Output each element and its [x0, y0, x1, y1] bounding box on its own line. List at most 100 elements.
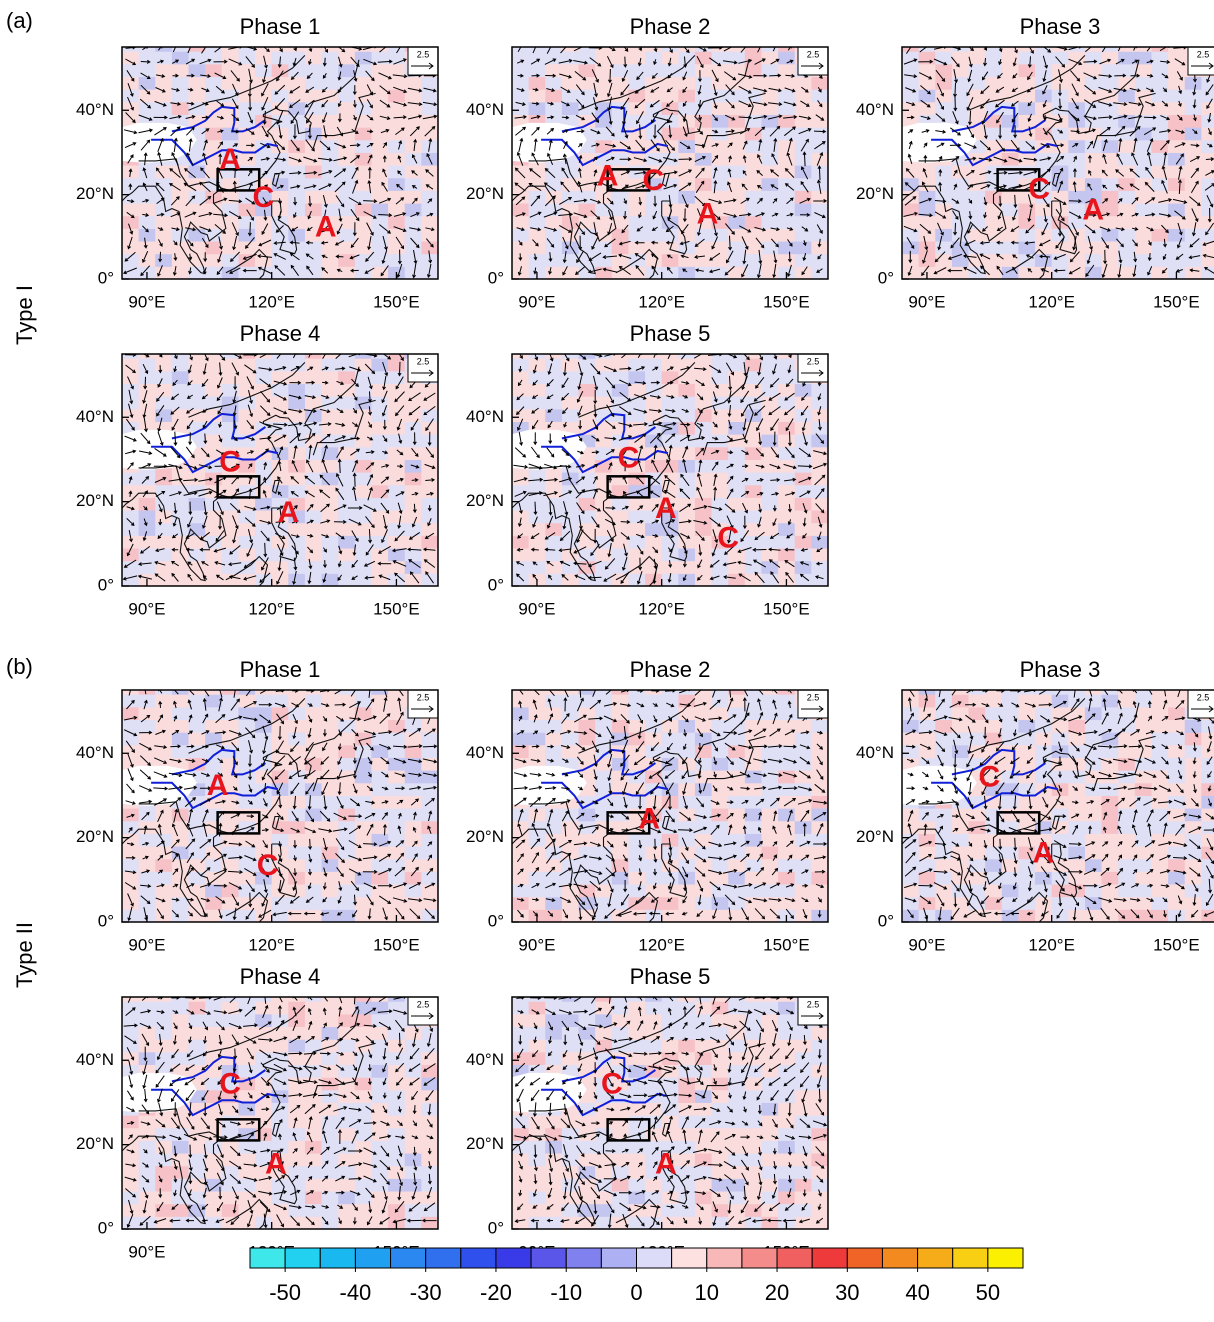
- anomaly-shading: [761, 77, 778, 90]
- anomaly-shading: [322, 51, 339, 64]
- anomaly-shading: [662, 682, 679, 695]
- anomaly-shading: [728, 682, 745, 695]
- anomaly-shading: [1151, 102, 1168, 115]
- anomaly-shading: [222, 114, 239, 127]
- anomaly-shading: [712, 732, 729, 745]
- anomaly-shading: [811, 561, 828, 574]
- anomaly-shading: [172, 573, 189, 586]
- anomaly-shading: [778, 795, 795, 808]
- anomaly-shading: [612, 871, 629, 884]
- anomaly-shading: [272, 39, 289, 52]
- anomaly-shading: [662, 384, 679, 397]
- anomaly-shading: [238, 165, 255, 178]
- pattern-marker: C: [717, 522, 739, 555]
- anomaly-shading: [512, 77, 529, 90]
- anomaly-shading: [1168, 178, 1185, 191]
- anomaly-shading: [1085, 165, 1102, 178]
- anomaly-shading: [795, 859, 812, 872]
- anomaly-shading: [935, 39, 952, 52]
- anomaly-shading: [122, 346, 139, 359]
- anomaly-shading: [1002, 77, 1019, 90]
- anomaly-shading: [512, 561, 529, 574]
- anomaly-shading: [512, 384, 529, 397]
- anomaly-shading: [371, 254, 388, 267]
- anomaly-shading: [612, 561, 629, 574]
- anomaly-shading: [155, 254, 172, 267]
- anomaly-shading: [761, 732, 778, 745]
- anomaly-shading: [985, 64, 1002, 77]
- anomaly-shading: [645, 346, 662, 359]
- anomaly-shading: [222, 561, 239, 574]
- anomaly-shading: [322, 485, 339, 498]
- anomaly-shading: [778, 152, 795, 165]
- anomaly-shading: [305, 909, 322, 922]
- anomaly-shading: [529, 254, 546, 267]
- anomaly-shading: [189, 254, 206, 267]
- anomaly-shading: [745, 871, 762, 884]
- anomaly-shading: [662, 859, 679, 872]
- reference-vector-label: 2.5: [1197, 49, 1210, 59]
- anomaly-shading: [761, 409, 778, 422]
- anomaly-shading: [288, 127, 305, 140]
- anomaly-shading: [322, 371, 339, 384]
- anomaly-shading: [545, 409, 562, 422]
- anomaly-shading: [728, 152, 745, 165]
- anomaly-shading: [529, 485, 546, 498]
- anomaly-shading: [322, 535, 339, 548]
- anomaly-shading: [1052, 254, 1069, 267]
- anomaly-shading: [645, 859, 662, 872]
- anomaly-shading: [139, 178, 156, 191]
- anomaly-shading: [255, 808, 272, 821]
- anomaly-shading: [172, 64, 189, 77]
- anomaly-shading: [645, 846, 662, 859]
- anomaly-shading: [1151, 216, 1168, 229]
- anomaly-shading: [238, 152, 255, 165]
- anomaly-shading: [778, 371, 795, 384]
- anomaly-shading: [1168, 89, 1185, 102]
- anomaly-shading: [122, 859, 139, 872]
- anomaly-shading: [371, 535, 388, 548]
- anomaly-shading: [935, 178, 952, 191]
- anomaly-shading: [728, 114, 745, 127]
- anomaly-shading: [288, 447, 305, 460]
- anomaly-shading: [811, 535, 828, 548]
- anomaly-shading: [205, 346, 222, 359]
- anomaly-shading: [371, 358, 388, 371]
- anomaly-shading: [288, 39, 305, 52]
- anomaly-shading: [512, 203, 529, 216]
- anomaly-shading: [1018, 140, 1035, 153]
- anomaly-shading: [222, 535, 239, 548]
- anomaly-shading: [338, 51, 355, 64]
- anomaly-shading: [1102, 178, 1119, 191]
- anomaly-shading: [529, 51, 546, 64]
- anomaly-shading: [371, 409, 388, 422]
- anomaly-shading: [1185, 216, 1202, 229]
- anomaly-shading: [1201, 266, 1214, 279]
- anomaly-shading: [322, 434, 339, 447]
- anomaly-shading: [529, 371, 546, 384]
- anomaly-shading: [678, 190, 695, 203]
- anomaly-shading: [695, 114, 712, 127]
- y-tick-label: 40°N: [76, 100, 114, 119]
- anomaly-shading: [288, 707, 305, 720]
- anomaly-shading: [678, 89, 695, 102]
- anomaly-shading: [172, 720, 189, 733]
- anomaly-shading: [288, 833, 305, 846]
- anomaly-shading: [628, 846, 645, 859]
- anomaly-shading: [421, 909, 438, 922]
- anomaly-shading: [322, 77, 339, 90]
- anomaly-shading: [529, 396, 546, 409]
- anomaly-shading: [155, 871, 172, 884]
- anomaly-shading: [272, 266, 289, 279]
- anomaly-shading: [272, 77, 289, 90]
- anomaly-shading: [388, 871, 405, 884]
- anomaly-shading: [238, 447, 255, 460]
- y-tick-label: 20°N: [466, 184, 504, 203]
- y-tick-label: 0°: [488, 575, 504, 594]
- anomaly-shading: [305, 266, 322, 279]
- anomaly-shading: [1018, 64, 1035, 77]
- anomaly-shading: [712, 434, 729, 447]
- anomaly-shading: [288, 178, 305, 191]
- anomaly-shading: [579, 203, 596, 216]
- anomaly-shading: [355, 434, 372, 447]
